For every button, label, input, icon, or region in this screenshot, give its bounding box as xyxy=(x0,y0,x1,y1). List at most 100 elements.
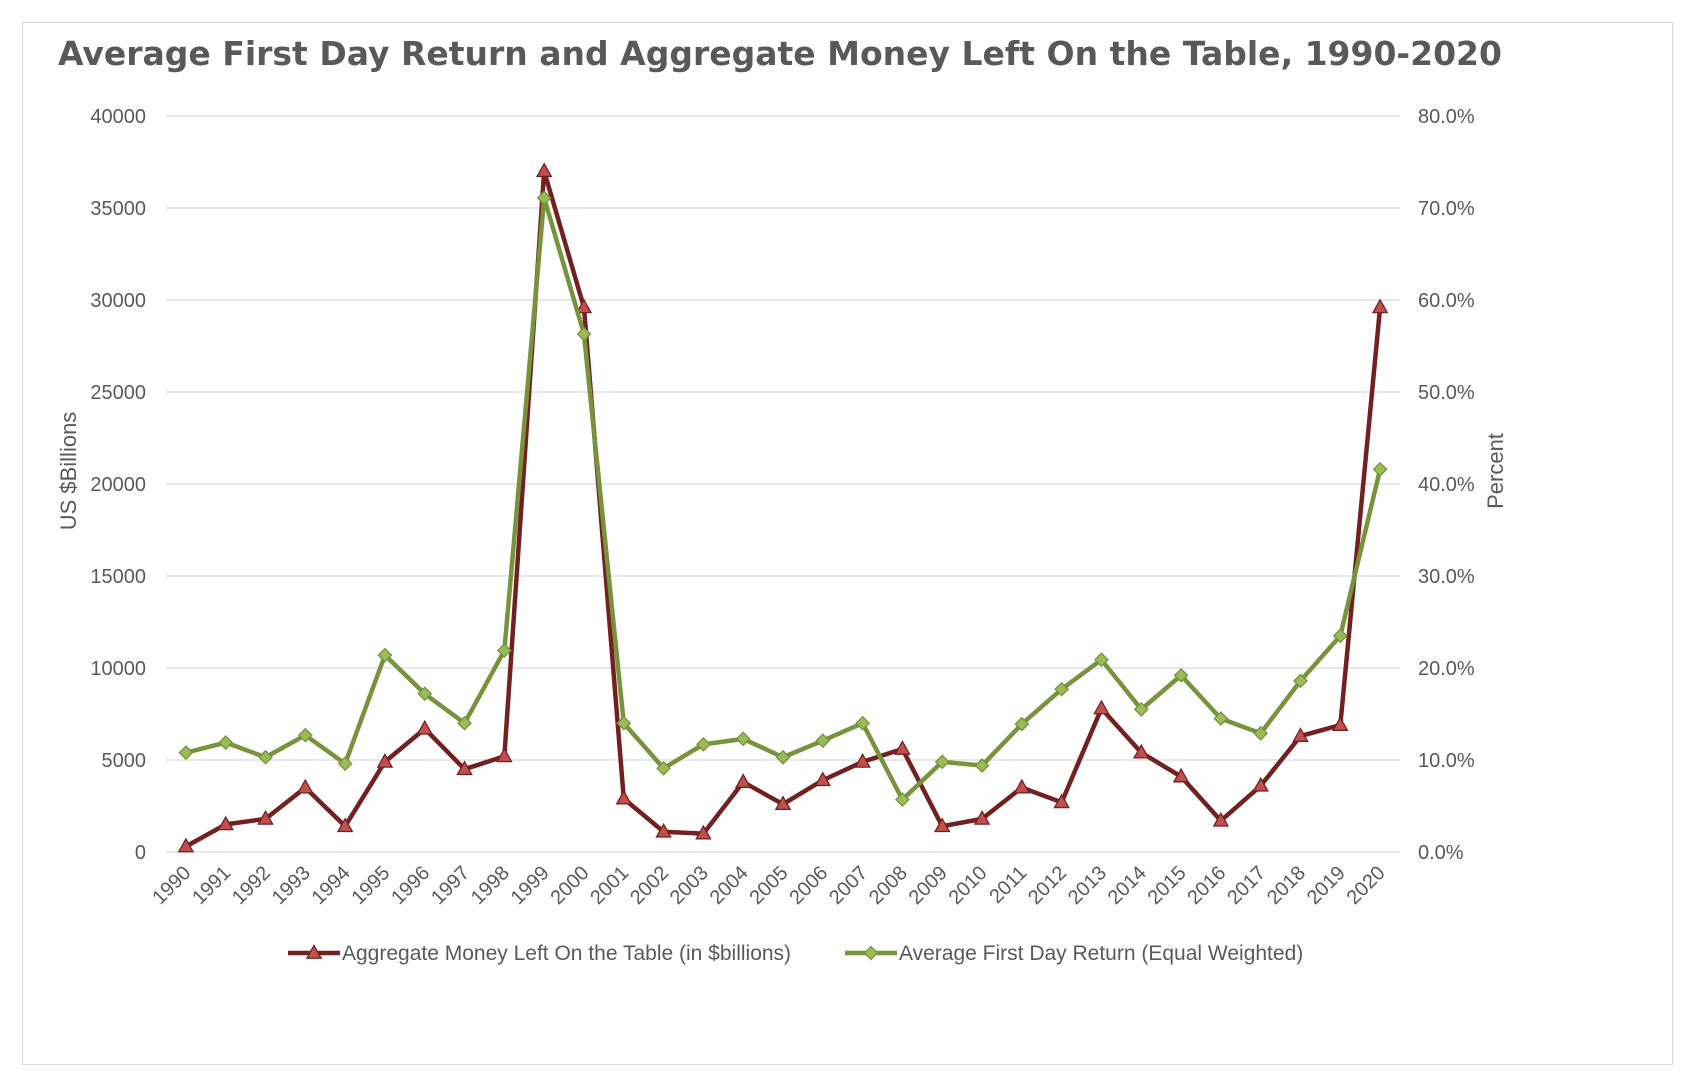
right-tick-label: 0.0% xyxy=(1418,842,1464,864)
data-point xyxy=(297,778,314,794)
data-point xyxy=(496,747,513,763)
chart-canvas: Average First Day Return and Aggregate M… xyxy=(56,34,1508,965)
right-tick-label: 50.0% xyxy=(1418,382,1475,404)
series-1 xyxy=(178,190,1388,807)
data-point xyxy=(1371,298,1389,314)
right-axis-ticks: 0.0% 10.0% 20.0% 30.0% 40.0% 50.0% 60.0% 70.0% 8… xyxy=(1418,106,1475,864)
data-point xyxy=(774,795,792,811)
data-point xyxy=(934,754,950,770)
x-axis-ticks: 1990199119921993199419951996199719981999… xyxy=(148,862,1389,909)
right-tick-label: 10.0% xyxy=(1418,750,1475,772)
data-point xyxy=(417,686,433,702)
data-point xyxy=(1292,727,1309,742)
data-point xyxy=(1053,793,1070,809)
series-lines xyxy=(177,162,1389,853)
x-tick-label: 1991 xyxy=(188,862,235,909)
data-point xyxy=(218,735,234,750)
data-point xyxy=(217,815,234,831)
data-point xyxy=(1094,652,1109,668)
right-tick-label: 80.0% xyxy=(1418,106,1475,128)
x-tick-label: 2008 xyxy=(865,862,912,909)
data-point xyxy=(1172,767,1190,783)
data-point xyxy=(416,719,433,735)
data-point xyxy=(575,298,593,314)
x-tick-label: 1992 xyxy=(228,862,275,909)
x-tick-label: 2016 xyxy=(1183,862,1230,909)
right-tick-label: 60.0% xyxy=(1418,290,1475,312)
data-point xyxy=(177,837,195,853)
x-tick-label: 2000 xyxy=(546,862,593,909)
left-tick-label: 35000 xyxy=(90,198,146,220)
data-point xyxy=(695,824,712,840)
data-point xyxy=(1372,461,1388,477)
x-tick-label: 2004 xyxy=(706,862,753,909)
right-axis-title: Percent xyxy=(1483,433,1508,509)
data-point xyxy=(1093,699,1110,715)
data-point xyxy=(1013,778,1031,794)
x-tick-label: 2012 xyxy=(1024,862,1071,909)
data-point xyxy=(735,731,751,747)
data-point xyxy=(1212,811,1230,827)
x-tick-label: 1993 xyxy=(268,862,315,909)
data-point xyxy=(336,817,354,833)
series-0 xyxy=(177,162,1389,853)
legend-label: Average First Day Return (Equal Weighted… xyxy=(899,942,1303,965)
x-tick-label: 2014 xyxy=(1104,862,1151,909)
legend-marker xyxy=(863,945,879,961)
left-tick-label: 20000 xyxy=(90,474,146,496)
data-point xyxy=(973,810,991,825)
right-tick-label: 20.0% xyxy=(1418,658,1475,680)
left-tick-label: 15000 xyxy=(90,566,146,588)
x-tick-label: 1990 xyxy=(148,862,195,909)
data-point xyxy=(535,162,553,178)
data-point xyxy=(854,753,871,768)
left-tick-label: 5000 xyxy=(102,750,147,772)
data-point xyxy=(895,792,910,807)
legend-label: Aggregate Money Left On the Table (in $b… xyxy=(342,942,791,965)
x-tick-label: 2013 xyxy=(1064,862,1111,909)
left-axis-title: US $Billions xyxy=(56,412,81,531)
left-tick-label: 40000 xyxy=(90,106,146,128)
data-point xyxy=(933,817,951,833)
left-axis-ticks: 0 5000 10000 15000 20000 25000 30000 35000 40000 xyxy=(90,106,146,864)
x-tick-label: 1998 xyxy=(467,862,514,909)
x-tick-label: 1994 xyxy=(308,862,355,909)
x-tick-label: 1997 xyxy=(427,862,474,909)
data-point xyxy=(337,756,353,772)
legend-marker xyxy=(305,944,323,959)
data-point xyxy=(1252,776,1269,792)
data-point xyxy=(1213,711,1229,727)
data-point xyxy=(1133,701,1149,717)
x-tick-label: 2006 xyxy=(785,862,832,909)
data-point xyxy=(775,749,791,765)
legend: Aggregate Money Left On the Table (in $b… xyxy=(288,942,1303,965)
x-tick-label: 2017 xyxy=(1223,862,1270,909)
chart-title: Average First Day Return and Aggregate M… xyxy=(58,34,1502,73)
data-point xyxy=(297,727,313,743)
right-tick-label: 30.0% xyxy=(1418,566,1475,588)
data-point xyxy=(576,326,592,342)
data-point xyxy=(1332,716,1349,731)
data-point xyxy=(815,733,831,749)
right-tick-label: 70.0% xyxy=(1418,198,1475,220)
data-point xyxy=(1054,681,1070,697)
right-tick-label: 40.0% xyxy=(1418,474,1475,496)
data-point xyxy=(734,773,752,788)
data-point xyxy=(695,736,711,752)
x-tick-label: 1996 xyxy=(387,862,434,909)
data-point xyxy=(1133,743,1150,759)
x-tick-label: 2010 xyxy=(945,862,992,909)
x-tick-label: 2011 xyxy=(985,862,1031,908)
left-tick-label: 10000 xyxy=(90,658,146,680)
data-point xyxy=(496,643,512,658)
x-tick-label: 2005 xyxy=(746,862,793,909)
data-point xyxy=(1293,673,1308,689)
x-tick-label: 2019 xyxy=(1303,862,1350,909)
x-tick-label: 1999 xyxy=(507,862,554,909)
data-point xyxy=(536,190,552,206)
data-point xyxy=(814,771,832,787)
data-point xyxy=(257,810,274,825)
series-line xyxy=(184,168,1383,849)
data-point xyxy=(974,758,990,773)
chart-frame: Average First Day Return and Aggregate M… xyxy=(22,22,1673,1065)
